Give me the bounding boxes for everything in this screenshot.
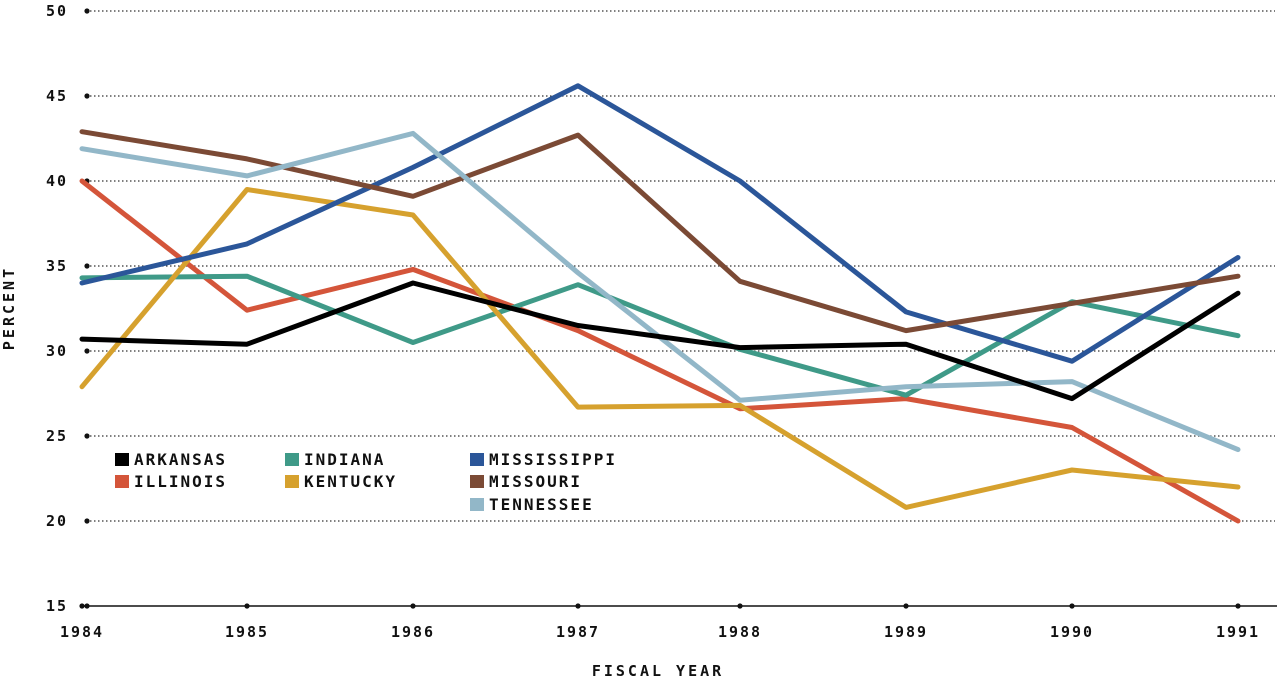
legend: ARKANSAS ILLINOIS INDIANA KENTUCKY MISSISSIP… — [115, 450, 617, 514]
legend-swatch — [115, 475, 129, 488]
legend-swatch — [285, 453, 299, 466]
x-tick-mark — [79, 603, 85, 609]
y-tick-label: 45 — [46, 87, 68, 105]
legend-swatch — [470, 453, 484, 466]
series-line-illinois — [79, 178, 1241, 524]
legend-label: MISSOURI — [489, 472, 582, 491]
series-line-mississippi — [79, 83, 1241, 364]
y-axis-title: PERCENT — [0, 266, 18, 350]
x-tick-label: 1985 — [225, 623, 269, 641]
series-line-arkansas — [79, 280, 1241, 402]
legend-item: KENTUCKY — [285, 472, 397, 491]
legend-item: INDIANA — [285, 450, 385, 469]
x-tick-label: 1986 — [391, 623, 435, 641]
legend-swatch — [115, 453, 129, 466]
y-tick-label: 50 — [46, 2, 68, 20]
gridlines — [86, 10, 1275, 522]
legend-item: MISSISSIPPI — [470, 450, 617, 469]
x-tick-mark — [903, 603, 909, 609]
y-tick-mark — [84, 93, 90, 99]
x-tick-label: 1987 — [556, 623, 600, 641]
x-axis-title: FISCAL YEAR — [592, 662, 724, 680]
x-axis: 1984 1985 1986 1987 1988 1989 1990 1991 — [60, 603, 1277, 641]
legend-label: TENNESSEE — [489, 495, 594, 514]
x-tick-label: 1988 — [718, 623, 762, 641]
legend-label: KENTUCKY — [304, 472, 397, 491]
y-tick-mark — [84, 8, 90, 14]
legend-item: TENNESSEE — [470, 495, 594, 514]
x-tick-mark — [410, 603, 416, 609]
x-tick-mark — [1069, 603, 1075, 609]
y-tick-label: 40 — [46, 172, 68, 190]
series-line-kentucky — [79, 187, 1241, 510]
x-tick-label: 1984 — [60, 623, 104, 641]
x-tick-label: 1989 — [884, 623, 928, 641]
y-tick-label: 15 — [46, 597, 68, 615]
series-line-indiana — [79, 273, 1241, 398]
y-axis: 15 20 25 30 35 40 45 50 — [46, 2, 90, 615]
legend-swatch — [470, 475, 484, 488]
x-tick-mark — [1235, 603, 1241, 609]
x-tick-label: 1990 — [1050, 623, 1094, 641]
x-tick-mark — [737, 603, 743, 609]
legend-swatch — [470, 498, 484, 511]
legend-label: INDIANA — [304, 450, 385, 469]
series-line-missouri — [79, 129, 1241, 334]
x-tick-label: 1991 — [1216, 623, 1260, 641]
y-tick-label: 30 — [46, 342, 68, 360]
y-tick-label: 35 — [46, 257, 68, 275]
y-tick-mark — [84, 433, 90, 439]
legend-label: ARKANSAS — [134, 450, 227, 469]
y-tick-label: 25 — [46, 427, 68, 445]
x-tick-mark — [244, 603, 250, 609]
y-tick-mark — [84, 518, 90, 524]
y-tick-label: 20 — [46, 512, 68, 530]
series-lines — [79, 83, 1241, 524]
legend-item: ARKANSAS — [115, 450, 227, 469]
legend-label: ILLINOIS — [134, 472, 227, 491]
x-tick-mark — [575, 603, 581, 609]
y-tick-mark — [84, 348, 90, 354]
legend-item: MISSOURI — [470, 472, 582, 491]
y-tick-mark — [84, 263, 90, 269]
legend-label: MISSISSIPPI — [489, 450, 617, 469]
legend-swatch — [285, 475, 299, 488]
legend-item: ILLINOIS — [115, 472, 227, 491]
